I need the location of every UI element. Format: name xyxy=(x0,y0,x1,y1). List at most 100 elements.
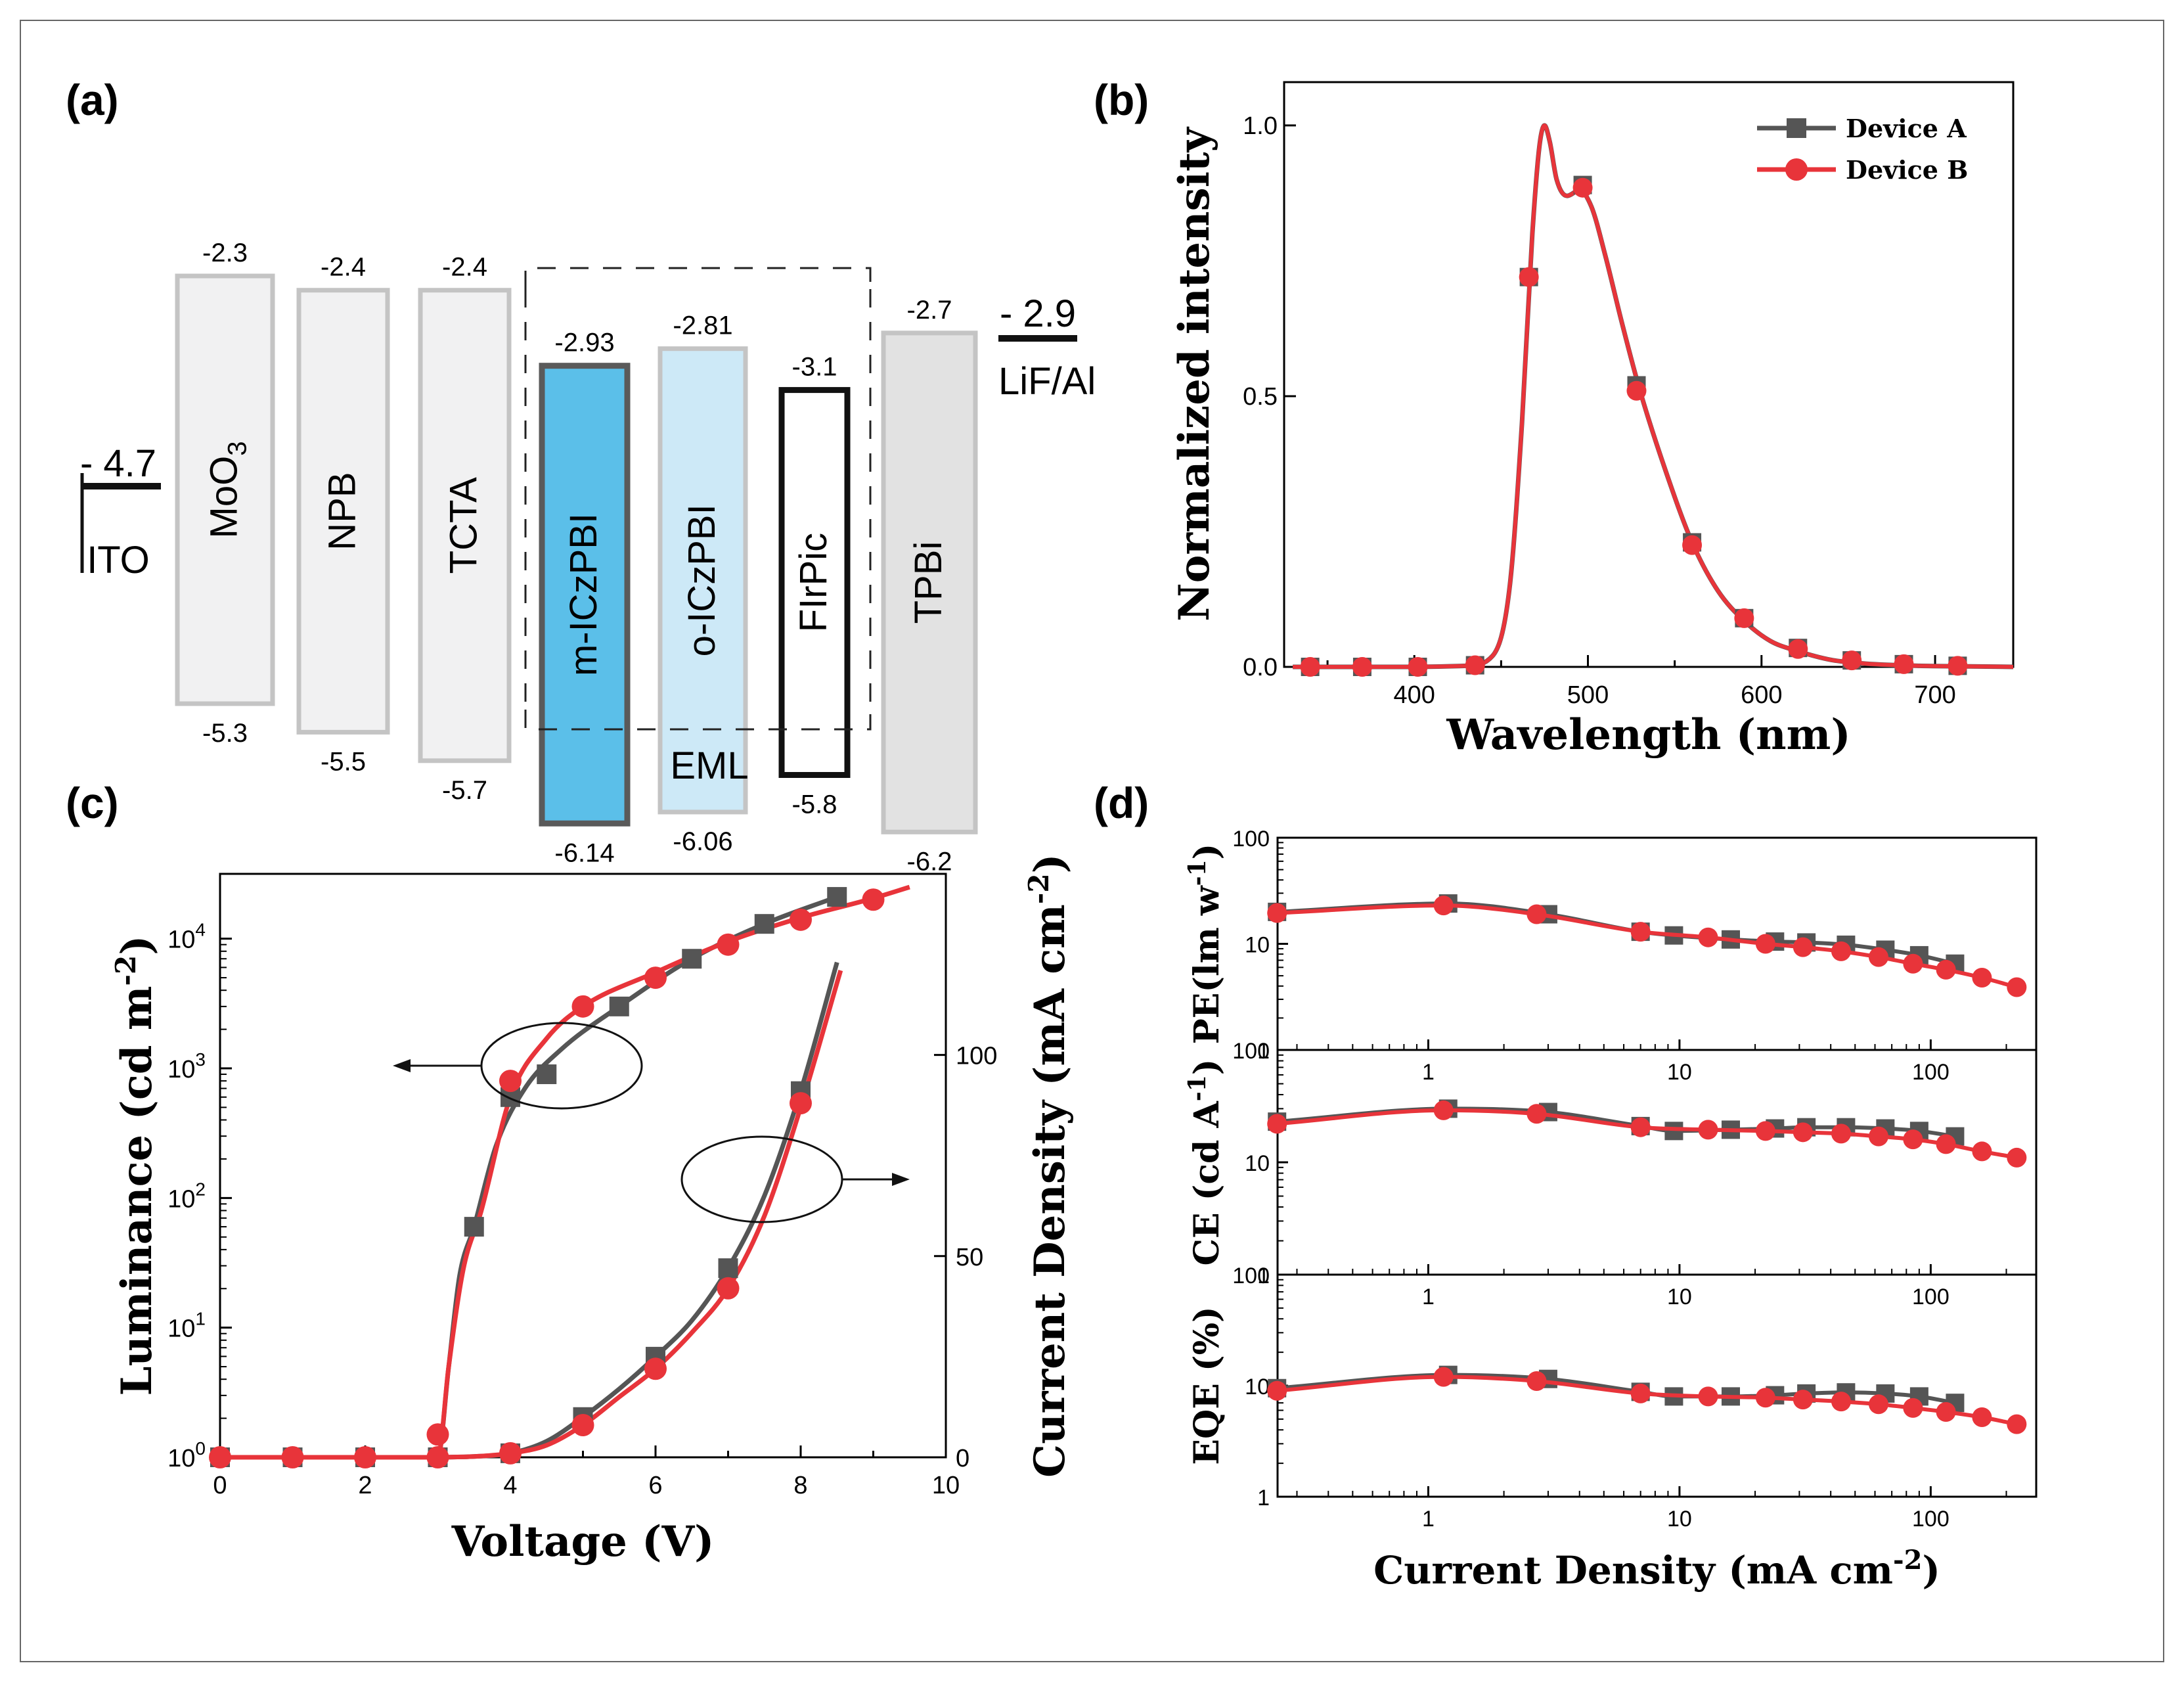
lumo-value-2: -2.4 xyxy=(442,253,487,282)
data-point xyxy=(827,887,847,907)
data-point xyxy=(1788,639,1808,659)
x-tick-label: 100 xyxy=(1912,1060,1950,1085)
data-point xyxy=(1698,1120,1718,1140)
y-tick-label: 104 xyxy=(167,920,206,954)
layer-box-2 xyxy=(418,288,512,763)
x-tick-label: 0 xyxy=(213,1472,227,1499)
figure-frame xyxy=(20,20,2164,1662)
device-b-line xyxy=(1293,123,2014,670)
lumo-value-0: -2.3 xyxy=(202,239,248,267)
data-point xyxy=(1831,1392,1852,1412)
data-point xyxy=(1572,177,1593,198)
data-point xyxy=(426,1423,449,1446)
luminance-ellipse xyxy=(480,1022,643,1110)
homo-value-4: -6.06 xyxy=(673,827,732,856)
x-tick-label: 10 xyxy=(1667,1507,1692,1532)
y-tick-label: 103 xyxy=(167,1049,206,1083)
data-point xyxy=(1903,953,1923,974)
data-point xyxy=(499,1070,522,1093)
x-tick-label: 2 xyxy=(358,1472,372,1499)
data-point xyxy=(790,908,812,931)
data-point xyxy=(1734,608,1754,628)
data-point xyxy=(571,1414,594,1437)
data-point xyxy=(1793,1122,1813,1143)
x-tick-label: 700 xyxy=(1914,681,1955,709)
data-point xyxy=(1936,1401,1956,1422)
data-point xyxy=(1972,1141,1992,1162)
layer-name-4: o-ICzPBI xyxy=(680,504,723,656)
data-point xyxy=(1698,1386,1718,1407)
data-point xyxy=(1465,655,1485,675)
x-tick-label: 1 xyxy=(1422,1507,1435,1532)
x-tick-label: 10 xyxy=(932,1472,960,1499)
y-axis-title: Luminance (cd m-2) xyxy=(110,936,162,1396)
y-tick-label: 100 xyxy=(167,1438,206,1472)
ito-level-value: - 4.7 xyxy=(80,442,156,485)
data-point xyxy=(1527,904,1547,924)
y-axis-title: Normalized intensity xyxy=(1170,126,1219,621)
panel-label-d: (d) xyxy=(1094,779,1149,827)
y2-axis-title: Current Density (mA cm-2) xyxy=(1023,853,1075,1478)
homo-value-1: -5.5 xyxy=(321,747,366,776)
data-point xyxy=(1755,934,1775,954)
data-point xyxy=(1903,1129,1923,1150)
layer-box-0 xyxy=(175,273,275,706)
data-point xyxy=(1433,1367,1454,1387)
lumo-value-5: -3.1 xyxy=(792,353,837,382)
y-axis-title-1: CE (cd A-1) xyxy=(1184,1059,1227,1266)
current-ellipse xyxy=(680,1135,843,1223)
eml-bracket-top xyxy=(524,267,872,289)
lumo-value-3: -2.93 xyxy=(554,329,614,357)
data-point xyxy=(2007,1147,2027,1168)
data-point xyxy=(1300,657,1320,677)
cathode-label: LiF/Al xyxy=(998,360,1096,403)
layer-box-3 xyxy=(539,363,631,827)
legend-marker xyxy=(1787,118,1806,138)
data-point xyxy=(1267,1380,1287,1401)
panel-label-c: (c) xyxy=(66,779,119,827)
y-tick-label: 100 xyxy=(1232,827,1270,852)
x-axis-title: Voltage (V) xyxy=(451,1517,715,1566)
data-point xyxy=(717,933,740,956)
data-point xyxy=(1630,922,1651,942)
x-tick-label: 10 xyxy=(1667,1284,1692,1309)
data-point xyxy=(682,949,702,969)
x-tick-label: 400 xyxy=(1394,681,1435,709)
data-point xyxy=(718,1258,738,1279)
data-point xyxy=(1352,657,1372,677)
y-tick-label: 10 xyxy=(1245,1151,1270,1176)
homo-value-6: -6.2 xyxy=(907,847,952,876)
y-tick-label: 101 xyxy=(167,1309,206,1343)
lumo-value-4: -2.81 xyxy=(673,311,732,340)
data-point xyxy=(609,996,629,1016)
data-point xyxy=(1433,1100,1454,1120)
data-point xyxy=(1936,1134,1956,1154)
layer-name-5: FIrPic xyxy=(792,533,835,632)
data-point xyxy=(1831,1124,1852,1144)
x-axis-title: Current Density (mA cm-2) xyxy=(1373,1545,1940,1593)
x-tick-label: 100 xyxy=(1912,1284,1950,1309)
data-point xyxy=(1903,1398,1923,1418)
data-point xyxy=(790,1092,812,1115)
data-point xyxy=(571,995,594,1018)
legend-marker xyxy=(1785,158,1808,181)
data-point xyxy=(499,1442,522,1465)
device-a-luminance-line xyxy=(219,894,838,1460)
data-point xyxy=(1408,657,1428,677)
jvl-chart: 0 2 4 6 8 10 100 101 102 103 104 0 50 100 Voltage (V) L… xyxy=(110,853,1075,1566)
eml-label: EML xyxy=(670,744,748,787)
y-tick-label: 0.5 xyxy=(1243,383,1278,411)
data-point xyxy=(1755,1388,1775,1408)
x-axis-title: Wavelength (nm) xyxy=(1446,710,1850,760)
y2-tick-label: 50 xyxy=(956,1244,983,1271)
data-point xyxy=(1842,650,1862,671)
x-tick-label: 1 xyxy=(1422,1284,1435,1309)
data-point xyxy=(1831,941,1852,961)
el-spectrum-chart: 400 500 600 700 0.0 0.5 1.0 Wavelength (nm) Norm… xyxy=(1170,81,2015,760)
data-point xyxy=(862,888,885,911)
homo-value-5: -5.8 xyxy=(792,790,837,819)
x-tick-label: 4 xyxy=(503,1472,517,1499)
device-b-current-line xyxy=(437,970,843,1460)
y-axis-title-0: PE(lm w-1) xyxy=(1184,844,1227,1045)
